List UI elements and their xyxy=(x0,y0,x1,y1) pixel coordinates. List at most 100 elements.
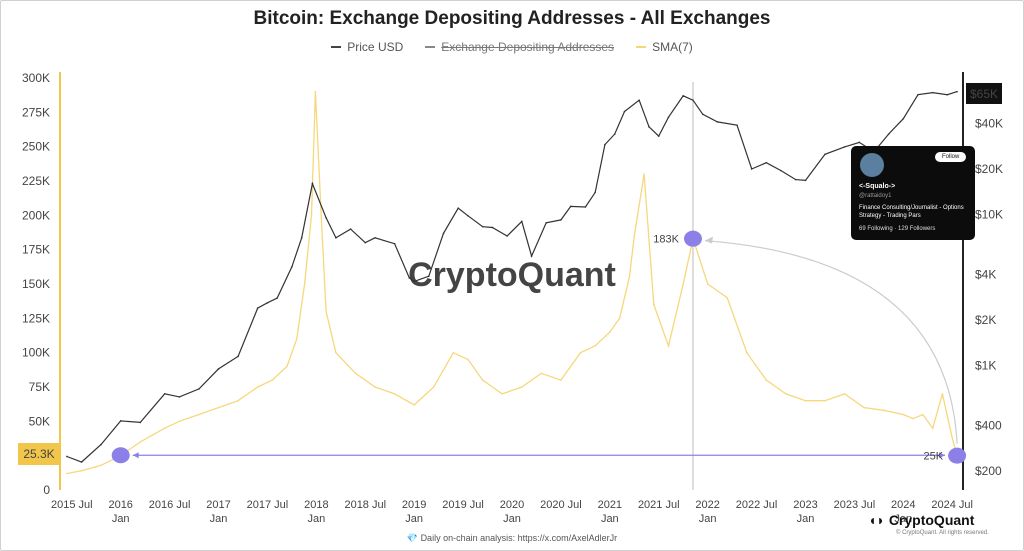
right-axis-tick: $40K xyxy=(975,116,1003,130)
sma-point xyxy=(452,351,455,354)
sma-point xyxy=(198,413,200,416)
sma-point xyxy=(922,413,924,416)
price-point xyxy=(457,207,459,209)
x-axis-tick: 2017 xyxy=(206,499,230,511)
price-point xyxy=(467,214,469,217)
price-point xyxy=(520,220,523,223)
x-axis-tick-sub: Jan xyxy=(405,513,423,525)
peak-label: 183K xyxy=(653,234,679,246)
profile-bio: Finance Consulting/Journalist - Options … xyxy=(859,205,964,219)
legend-item-price[interactable]: Price USD xyxy=(331,40,403,54)
left-axis-tick: 50K xyxy=(29,414,50,428)
x-axis-tick: 2022 Jul xyxy=(736,499,778,511)
price-point xyxy=(692,99,694,102)
price-point xyxy=(701,113,704,116)
low-label: 25K xyxy=(924,451,944,463)
sma-point xyxy=(413,404,415,406)
price-point xyxy=(956,90,958,93)
base-marker xyxy=(111,447,130,464)
x-axis-tick: 2019 Jul xyxy=(442,499,484,511)
sma-point xyxy=(66,472,68,475)
right-axis-tick: $10K xyxy=(975,207,1003,221)
price-point xyxy=(736,124,738,126)
sma-point xyxy=(237,399,239,402)
sma-point xyxy=(139,441,142,443)
sma-point xyxy=(295,338,298,340)
price-point xyxy=(887,133,890,135)
sma-point xyxy=(432,386,435,388)
left-axis-badge-label: 25.3K xyxy=(23,447,54,461)
x-axis-tick: 2024 Jul xyxy=(931,499,973,511)
price-point xyxy=(530,255,533,257)
sma-point xyxy=(609,331,611,333)
sma-point xyxy=(931,427,934,430)
sma-point xyxy=(633,235,636,237)
price-point xyxy=(804,179,807,182)
sma-point xyxy=(682,283,684,285)
decline-arrow xyxy=(704,240,958,444)
x-axis-tick-sub: Jan xyxy=(797,513,815,525)
left-axis-tick: 150K xyxy=(22,277,50,291)
sma-point xyxy=(912,417,914,420)
left-axis-tick: 300K xyxy=(22,71,50,85)
x-axis-tick-sub: Jan xyxy=(307,513,325,525)
sma-point xyxy=(286,365,288,368)
sma-point xyxy=(579,351,582,354)
legend-item-addresses[interactable]: Exchange Depositing Addresses xyxy=(425,40,614,54)
price-point xyxy=(623,110,626,113)
price-point xyxy=(765,161,768,164)
price-point xyxy=(80,461,83,463)
profile-stats: 69 Following · 129 Followers xyxy=(859,226,936,232)
price-point xyxy=(638,99,640,102)
price-point xyxy=(569,205,572,208)
sma-point xyxy=(941,393,944,395)
price-point xyxy=(657,135,660,137)
price-point xyxy=(335,237,337,239)
sma-point xyxy=(80,469,83,472)
x-axis-tick: 2022 xyxy=(695,499,719,511)
price-point xyxy=(217,368,220,370)
price-point xyxy=(858,141,861,144)
sma-point xyxy=(843,393,846,395)
chart-title: Bitcoin: Exchange Depositing Addresses -… xyxy=(253,8,771,29)
sma-point xyxy=(785,393,787,395)
price-point xyxy=(374,237,376,239)
sma-point xyxy=(325,310,327,313)
left-axis-tick: 125K xyxy=(22,311,50,325)
x-axis-tick-sub: Jan xyxy=(894,513,912,525)
legend-label-addresses: Exchange Depositing Addresses xyxy=(441,40,615,54)
legend-swatch-sma xyxy=(636,46,647,48)
left-axis-badge xyxy=(18,443,60,465)
sma-point xyxy=(653,303,655,306)
follow-button[interactable]: Follow xyxy=(935,152,967,162)
left-axis-tick: 0 xyxy=(43,483,50,497)
brand-logo: ◖◗ CryptoQuant xyxy=(868,512,974,528)
x-axis-tick: 2019 xyxy=(402,499,426,511)
sma-point xyxy=(628,276,631,278)
sma-point xyxy=(745,351,748,354)
sma-point xyxy=(706,283,709,285)
x-axis-tick-sub: Jan xyxy=(699,513,717,525)
x-axis-tick: 2023 xyxy=(793,499,817,511)
price-point xyxy=(594,191,596,194)
sma-point xyxy=(765,379,768,381)
low-marker xyxy=(948,447,967,464)
sma-point xyxy=(726,296,729,299)
price-point xyxy=(560,219,562,221)
low-arrow-head-right xyxy=(939,452,946,459)
price-point xyxy=(682,94,684,97)
left-axis-tick: 275K xyxy=(22,105,50,119)
price-point xyxy=(256,307,259,309)
sma-point xyxy=(882,409,885,412)
price-point xyxy=(613,133,616,135)
price-point xyxy=(442,232,445,235)
sma-point xyxy=(951,437,954,439)
x-axis-tick: 2020 Jul xyxy=(540,499,582,511)
price-point xyxy=(750,168,753,170)
price-point xyxy=(408,277,411,279)
legend-swatch-price xyxy=(331,46,342,48)
profile-handle: @rattaidoy1 xyxy=(859,193,892,199)
legend-item-sma[interactable]: SMA(7) xyxy=(636,40,693,54)
sma-point xyxy=(594,345,596,347)
